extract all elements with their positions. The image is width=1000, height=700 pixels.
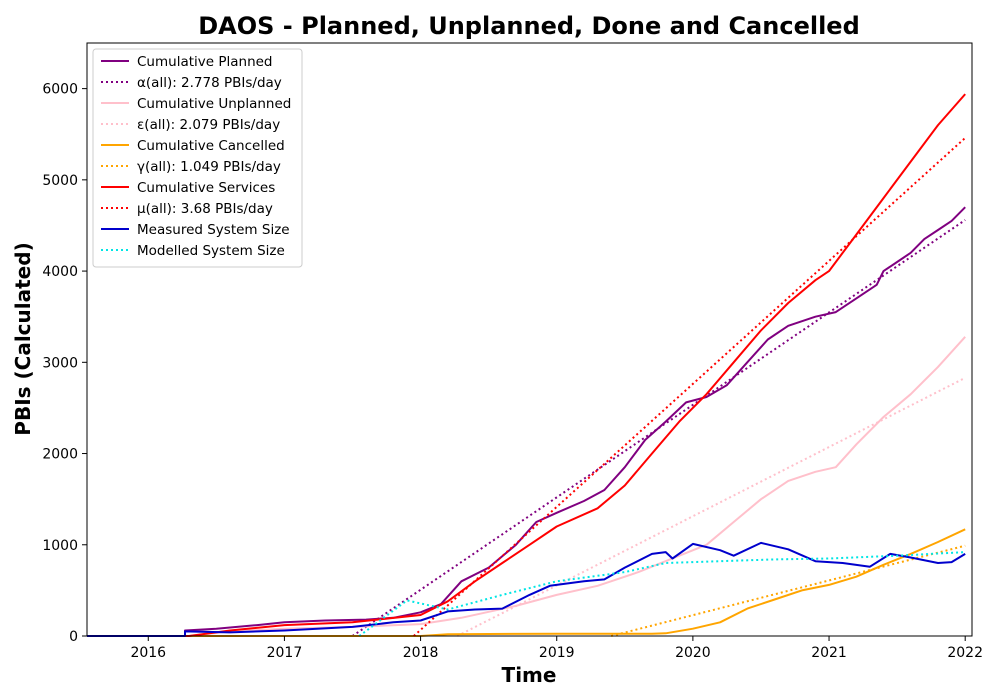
legend-label-7: μ(all): 3.68 PBIs/day (137, 201, 273, 217)
series-line-0 (87, 206, 966, 637)
x-tick-label-2: 2018 (403, 645, 439, 661)
y-tick-label-1: 1000 (42, 538, 78, 554)
y-tick-label-3: 3000 (42, 355, 78, 371)
legend-label-0: Cumulative Planned (137, 54, 273, 70)
y-tick-label-0: 0 (69, 629, 78, 645)
y-tick-label-2: 2000 (42, 447, 78, 463)
y-tick-label-4: 4000 (42, 264, 78, 280)
series-line-8 (87, 541, 966, 637)
legend: Cumulative Planned α(all): 2.778 PBIs/day… (92, 48, 303, 268)
legend-label-8: Measured System Size (137, 222, 290, 238)
legend-label-5: γ(all): 1.049 PBIs/day (137, 159, 281, 175)
series-line-5 (610, 544, 966, 637)
series-line-3 (456, 376, 966, 637)
ticks-layer: 2016 2017 2018 2019 2020 2021 2022 0 1000 2000 300… (42, 82, 983, 661)
y-tick-label-6: 6000 (42, 82, 78, 98)
series-layer (87, 93, 966, 637)
x-tick-label-0: 2016 (130, 645, 166, 661)
x-tick-label-3: 2019 (539, 645, 575, 661)
legend-label-2: Cumulative Unplanned (137, 96, 291, 112)
legend-label-9: Modelled System Size (137, 243, 285, 259)
series-line-1 (351, 219, 966, 637)
y-tick-label-5: 5000 (42, 173, 78, 189)
series-line-2 (87, 336, 966, 637)
plot-frame (86, 42, 973, 637)
legend-label-1: α(all): 2.778 PBIs/day (137, 75, 282, 91)
legend-label-4: Cumulative Cancelled (137, 138, 285, 154)
series-line-6 (87, 93, 966, 637)
x-axis-label: Time (502, 663, 557, 687)
series-line-4 (87, 528, 966, 637)
x-tick-label-5: 2021 (811, 645, 847, 661)
y-axis-label: PBIs (Calculated) (11, 242, 35, 435)
legend-box (92, 48, 303, 268)
legend-label-3: ε(all): 2.079 PBIs/day (137, 117, 280, 133)
x-tick-label-1: 2017 (267, 645, 303, 661)
legend-label-6: Cumulative Services (137, 180, 275, 196)
chart-title: DAOS - Planned, Unplanned, Done and Canc… (198, 12, 860, 40)
x-tick-label-6: 2022 (947, 645, 983, 661)
series-line-7 (413, 137, 966, 637)
x-tick-label-4: 2020 (675, 645, 711, 661)
